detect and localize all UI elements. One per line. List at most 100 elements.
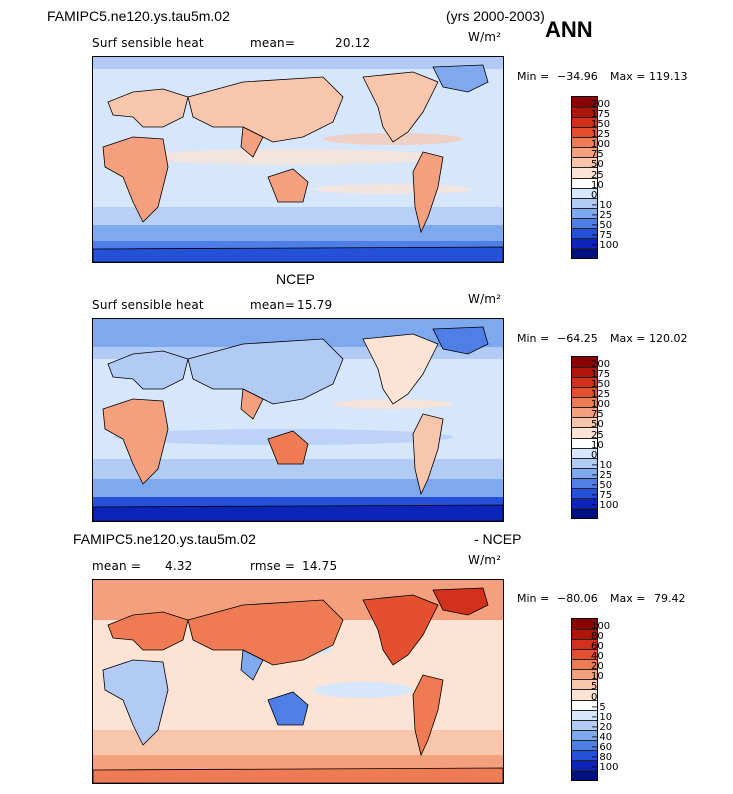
panel1-mean-value: 20.12 bbox=[335, 36, 371, 50]
panel1-max-label: Max = bbox=[610, 70, 646, 83]
panel1-max-value: 119.13 bbox=[649, 70, 688, 83]
colorbar-tick-label: 75 bbox=[591, 409, 604, 421]
colorbar-swatch bbox=[572, 679, 597, 690]
colorbar-tick-label: 25 bbox=[591, 429, 604, 441]
colorbar-tick-label: −5 bbox=[591, 701, 606, 713]
colorbar-tick-label: 0 bbox=[591, 189, 598, 201]
colorbar-tick-label: 125 bbox=[591, 389, 611, 401]
colorbar-swatch bbox=[572, 107, 597, 118]
panel2-units: W/m² bbox=[468, 292, 502, 306]
colorbar-swatch bbox=[572, 719, 597, 730]
colorbar-tick-label: −100 bbox=[591, 761, 619, 773]
colorbar-swatch bbox=[572, 147, 597, 158]
colorbar-swatch bbox=[572, 367, 597, 378]
colorbar-swatch bbox=[572, 649, 597, 660]
colorbar-tick-label: −20 bbox=[591, 721, 613, 733]
colorbar-swatch bbox=[572, 497, 597, 508]
panel1-min-value: −34.96 bbox=[557, 70, 598, 83]
panel3-min-value: −80.06 bbox=[557, 592, 598, 605]
colorbar-tick-label: 150 bbox=[591, 119, 611, 131]
colorbar-tick-label: 40 bbox=[591, 651, 604, 663]
panel3-map bbox=[92, 579, 504, 784]
panel1-colorbar bbox=[571, 96, 598, 259]
colorbar-swatch bbox=[572, 167, 597, 178]
colorbar-tick-label: −40 bbox=[591, 731, 613, 743]
panel1-min-label: Min = bbox=[517, 70, 550, 83]
colorbar-swatch bbox=[572, 437, 597, 448]
panel2-map bbox=[92, 318, 504, 522]
colorbar-swatch bbox=[572, 237, 597, 248]
colorbar-swatch bbox=[572, 729, 597, 740]
panel2-max-value: 120.02 bbox=[649, 332, 688, 345]
colorbar-swatch bbox=[572, 659, 597, 670]
colorbar-tick-label: −25 bbox=[591, 469, 613, 481]
panel2-mean-label: mean= bbox=[250, 298, 296, 312]
colorbar-swatch bbox=[572, 247, 597, 258]
colorbar-swatch bbox=[572, 749, 597, 760]
colorbar-tick-label: 0 bbox=[591, 691, 598, 703]
colorbar-swatch bbox=[572, 699, 597, 710]
colorbar-tick-label: 125 bbox=[591, 129, 611, 141]
colorbar-swatch bbox=[572, 739, 597, 750]
season-label: ANN bbox=[545, 17, 593, 42]
colorbar-swatch bbox=[572, 457, 597, 468]
colorbar-tick-label: −100 bbox=[591, 239, 619, 251]
colorbar-tick-label: 80 bbox=[591, 631, 604, 643]
panel2-min-value: −64.25 bbox=[557, 332, 598, 345]
colorbar-swatch bbox=[572, 759, 597, 770]
panel2-colorbar bbox=[571, 356, 598, 519]
colorbar-swatch bbox=[572, 417, 597, 428]
colorbar-tick-label: 100 bbox=[591, 621, 611, 633]
colorbar-tick-label: 100 bbox=[591, 139, 611, 151]
colorbar-swatch bbox=[572, 387, 597, 398]
colorbar-swatch bbox=[572, 207, 597, 218]
colorbar-tick-label: 25 bbox=[591, 169, 604, 181]
colorbar-tick-label: 75 bbox=[591, 149, 604, 161]
colorbar-tick-label: 10 bbox=[591, 439, 604, 451]
colorbar-tick-label: −10 bbox=[591, 711, 613, 723]
panel3-units: W/m² bbox=[468, 553, 502, 567]
colorbar-swatch bbox=[572, 217, 597, 228]
colorbar-tick-label: 150 bbox=[591, 379, 611, 391]
colorbar-tick-label: −100 bbox=[591, 499, 619, 511]
panel2-min-label: Min = bbox=[517, 332, 550, 345]
panel1-units: W/m² bbox=[468, 30, 502, 44]
panel3-rmse-value: 14.75 bbox=[302, 559, 338, 573]
colorbar-tick-label: −25 bbox=[591, 209, 613, 221]
colorbar-tick-label: 10 bbox=[591, 671, 604, 683]
panel2-max-label: Max = bbox=[610, 332, 646, 345]
colorbar-swatch bbox=[572, 639, 597, 650]
colorbar-tick-label: −50 bbox=[591, 219, 613, 231]
panel3-max-label: Max = bbox=[610, 592, 646, 605]
case-title: FAMIPC5.ne120.ys.tau5m.02 bbox=[47, 8, 230, 24]
colorbar-tick-label: 50 bbox=[591, 159, 604, 171]
colorbar-tick-label: 175 bbox=[591, 109, 611, 121]
colorbar-swatch bbox=[572, 397, 597, 408]
colorbar-swatch bbox=[572, 117, 597, 128]
colorbar-swatch bbox=[572, 407, 597, 418]
colorbar-tick-label: −75 bbox=[591, 229, 613, 241]
colorbar-tick-label: −50 bbox=[591, 479, 613, 491]
colorbar-tick-label: −10 bbox=[591, 199, 613, 211]
colorbar-tick-label: −75 bbox=[591, 489, 613, 501]
colorbar-swatch bbox=[572, 377, 597, 388]
colorbar-swatch bbox=[572, 619, 597, 630]
panel3-max-value: 79.42 bbox=[654, 592, 686, 605]
panel3-title-right: - NCEP bbox=[474, 531, 522, 547]
colorbar-swatch bbox=[572, 187, 597, 198]
panel1-map bbox=[92, 56, 504, 263]
colorbar-swatch bbox=[572, 629, 597, 640]
colorbar-swatch bbox=[572, 97, 597, 108]
colorbar-swatch bbox=[572, 487, 597, 498]
colorbar-tick-label: −10 bbox=[591, 459, 613, 471]
colorbar-swatch bbox=[572, 689, 597, 700]
years-label: (yrs 2000-2003) bbox=[446, 8, 545, 24]
colorbar-swatch bbox=[572, 467, 597, 478]
colorbar-tick-label: 175 bbox=[591, 369, 611, 381]
colorbar-swatch bbox=[572, 127, 597, 138]
colorbar-tick-label: 10 bbox=[591, 179, 604, 191]
colorbar-tick-label: 100 bbox=[591, 399, 611, 411]
colorbar-swatch bbox=[572, 507, 597, 518]
colorbar-tick-label: 5 bbox=[591, 681, 598, 693]
colorbar-tick-label: 60 bbox=[591, 641, 604, 653]
